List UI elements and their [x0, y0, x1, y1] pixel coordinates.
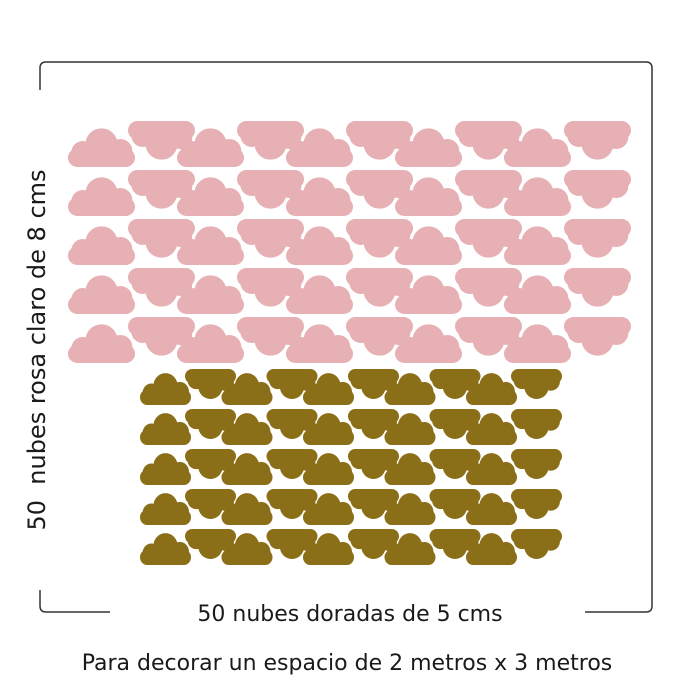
frame	[39, 61, 653, 613]
cloud	[511, 369, 562, 399]
cloud	[140, 533, 191, 565]
side-label: 50 nubes rosa claro de 8 cms	[23, 169, 51, 530]
cloud	[140, 453, 191, 485]
cloud	[140, 413, 191, 445]
gold-clouds	[140, 369, 562, 565]
cloud	[511, 489, 562, 519]
bottom-label: 50 nubes doradas de 5 cms	[197, 602, 502, 627]
cloud	[564, 121, 631, 160]
cloud	[140, 493, 191, 525]
cloud	[564, 317, 631, 356]
cloud	[68, 128, 135, 167]
cloud	[68, 324, 135, 363]
cloud	[511, 529, 562, 559]
cloud	[564, 268, 631, 307]
cloud	[511, 409, 562, 439]
cloud	[68, 177, 135, 216]
cloud	[68, 275, 135, 314]
cloud	[564, 170, 631, 209]
cloud	[68, 226, 135, 265]
cloud	[564, 219, 631, 258]
pink-clouds	[68, 121, 631, 363]
cloud	[511, 449, 562, 479]
footer: Para decorar un espacio de 2 metros x 3 …	[82, 651, 613, 676]
cloud	[140, 373, 191, 405]
